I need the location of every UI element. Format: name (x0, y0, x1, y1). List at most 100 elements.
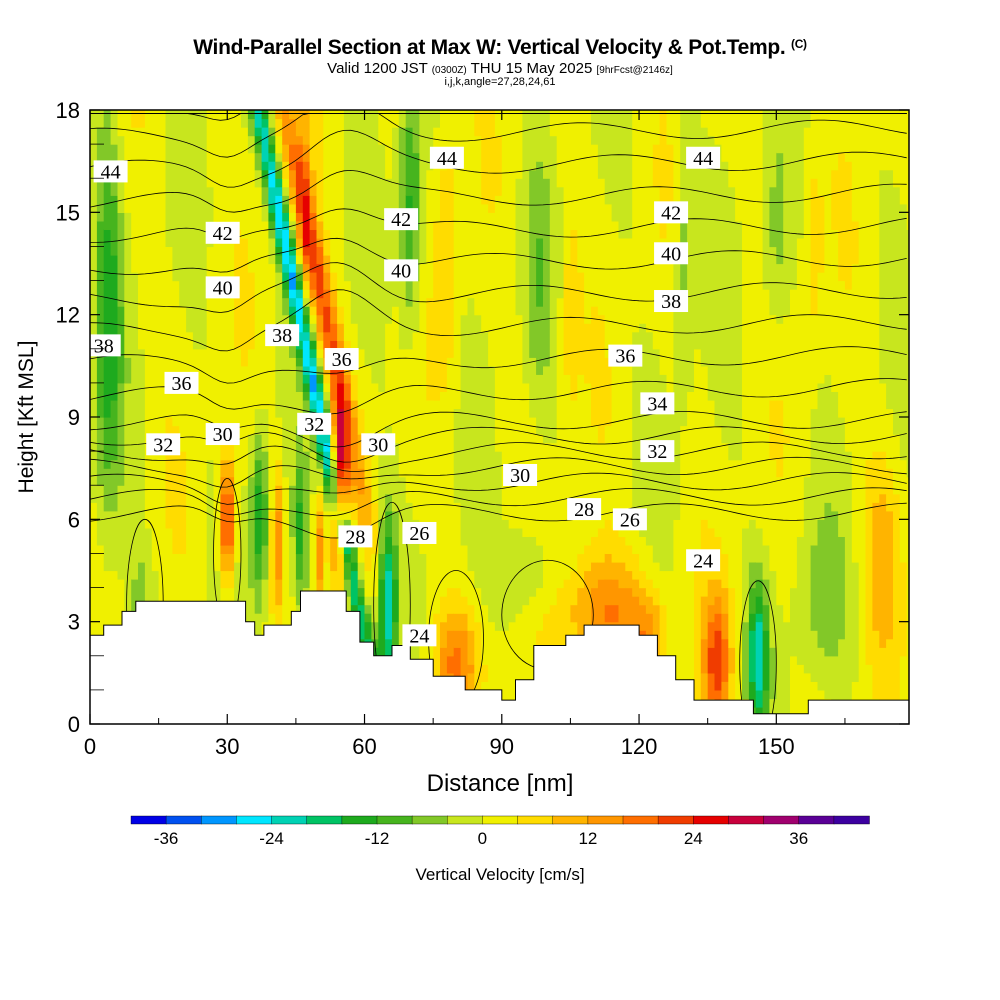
w-cell (309, 434, 318, 452)
w-cell (879, 493, 887, 648)
w-cell (824, 110, 832, 375)
w-cell (357, 408, 366, 435)
w-cell (755, 110, 764, 529)
w-cell (282, 110, 290, 145)
w-cell (289, 272, 297, 290)
w-cell (666, 399, 674, 572)
w-cell (714, 630, 722, 691)
w-cell (481, 110, 489, 205)
w-cell (591, 144, 599, 307)
w-cell (748, 519, 757, 563)
w-cell (282, 144, 290, 162)
w-cell (138, 348, 146, 563)
w-cell (392, 544, 400, 580)
colorbar-swatch (482, 815, 519, 825)
w-cell (446, 110, 455, 162)
w-cell (343, 468, 352, 486)
w-cell (289, 212, 297, 222)
w-cell (330, 272, 338, 290)
w-cell (433, 110, 441, 128)
w-cell (831, 110, 839, 171)
w-cell (639, 110, 647, 324)
w-cell (721, 553, 729, 589)
theta-label: 40 (384, 259, 419, 282)
w-cell (899, 655, 908, 724)
w-cell (323, 391, 331, 401)
w-cell (330, 374, 338, 401)
w-cell (385, 493, 393, 512)
w-cell (433, 613, 441, 716)
theta-label: 44 (429, 146, 464, 170)
theta-label-text: 34 (647, 393, 667, 415)
w-cell (371, 110, 379, 384)
w-cell (803, 127, 812, 478)
w-cell (680, 306, 688, 427)
w-cell (522, 536, 530, 606)
w-cell (405, 272, 414, 307)
w-cell (316, 110, 324, 222)
w-cell (529, 596, 537, 724)
w-cell (302, 178, 311, 196)
w-cell (604, 604, 613, 623)
w-cell (385, 638, 393, 657)
w-cell (323, 306, 331, 333)
w-cell (117, 306, 125, 384)
w-cell (721, 638, 729, 682)
w-cell (433, 220, 441, 401)
w-cell (405, 502, 414, 724)
w-cell (144, 110, 153, 529)
theta-label-text: 32 (647, 441, 667, 463)
w-cell (268, 161, 276, 171)
w-cell (515, 613, 523, 724)
w-cell (625, 110, 633, 239)
colorbar-swatch (693, 815, 730, 825)
w-cell (529, 357, 537, 418)
valid-date: THU 15 May 2025 (470, 60, 593, 77)
w-cell (659, 604, 668, 682)
w-cell (742, 110, 750, 529)
w-cell (721, 442, 729, 555)
w-cell (282, 186, 290, 196)
w-cell (810, 544, 819, 631)
w-cell (323, 434, 331, 444)
w-cell (247, 272, 256, 350)
w-cell (474, 587, 482, 623)
w-cell (762, 110, 771, 290)
w-cell (289, 186, 297, 205)
w-cell (426, 110, 434, 171)
theta-contour (90, 378, 907, 415)
w-cell (295, 237, 304, 247)
w-cell (357, 110, 366, 350)
w-cell (474, 314, 482, 589)
w-cell (124, 212, 132, 358)
w-cell (639, 604, 647, 631)
w-cell (700, 110, 709, 128)
w-cell (728, 647, 736, 674)
w-cell (357, 587, 366, 597)
w-cell (481, 331, 489, 606)
w-cell (316, 331, 324, 341)
theta-label-text: 38 (661, 291, 681, 313)
w-cell (769, 459, 777, 572)
w-cell (556, 297, 565, 589)
w-cell (295, 348, 304, 358)
colorbar-tick-label: -24 (259, 829, 284, 848)
w-cell (803, 476, 812, 674)
w-cell (467, 297, 475, 572)
w-cell (742, 621, 750, 699)
w-cell (302, 306, 311, 316)
w-cell (570, 229, 578, 401)
w-cell (426, 169, 434, 299)
w-cell (783, 621, 791, 724)
w-cell (309, 451, 318, 495)
w-cell (460, 110, 469, 316)
w-cell (275, 118, 283, 137)
w-cell (893, 434, 901, 495)
w-cell (838, 638, 846, 716)
x-tick-label: 0 (84, 734, 96, 759)
w-cell (165, 110, 173, 247)
w-cell (254, 434, 263, 461)
w-cell (192, 348, 201, 724)
w-cell (494, 195, 503, 452)
w-cell (474, 110, 482, 137)
